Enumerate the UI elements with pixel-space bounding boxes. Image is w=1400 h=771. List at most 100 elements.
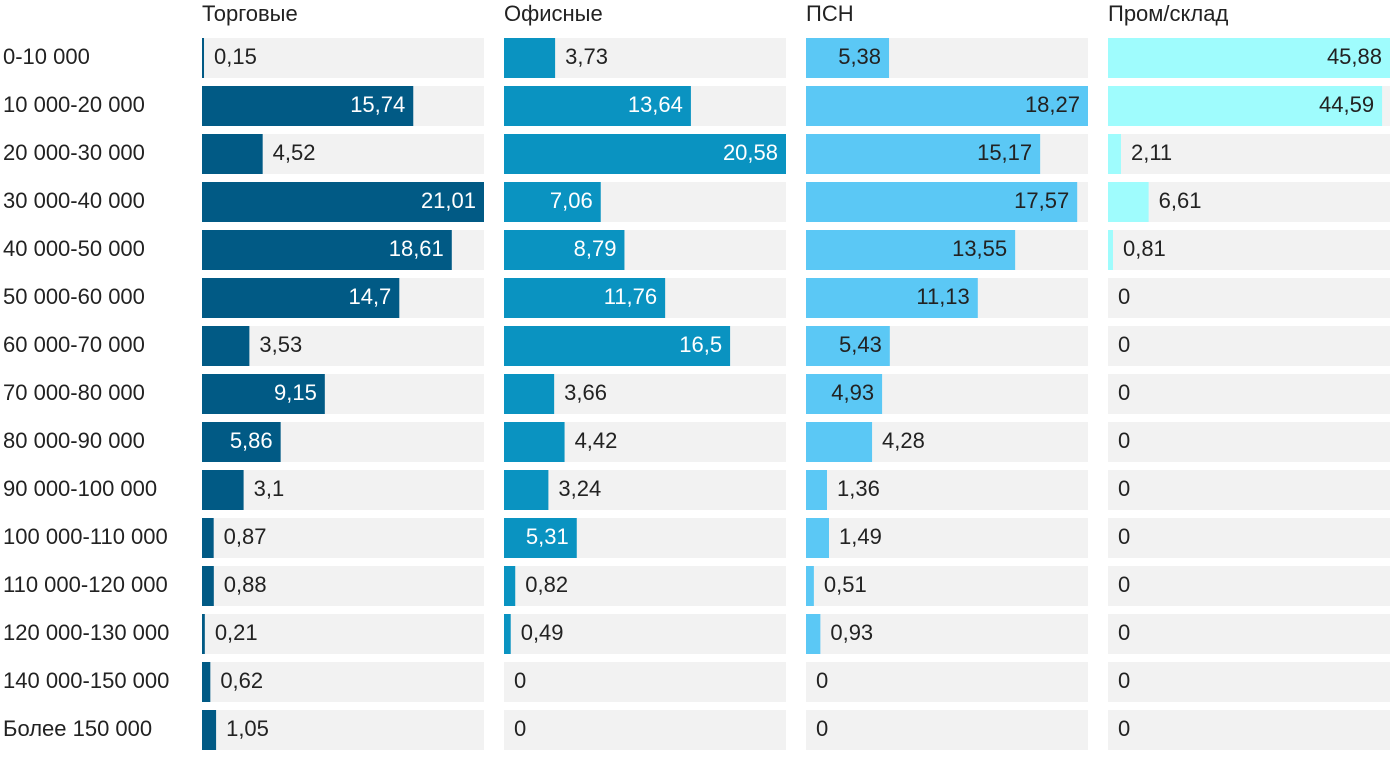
value-label: 0 [1118,716,1130,741]
bar [202,662,211,702]
bar [1108,134,1121,174]
value-label: 0,81 [1123,236,1166,261]
bar [202,422,281,462]
bar [504,470,549,510]
track [806,566,1088,606]
track [1108,614,1390,654]
track [202,470,484,510]
category-label: 0-10 000 [3,44,90,69]
bar [504,230,625,270]
track [504,566,786,606]
track [202,38,484,78]
value-label: 0 [514,716,526,741]
category-label: 120 000-130 000 [3,620,169,645]
value-label: 0 [514,668,526,693]
category-label: 110 000-120 000 [3,572,168,597]
value-label: 3,24 [558,476,601,501]
track [1108,662,1390,702]
value-label: 11,76 [604,284,657,309]
panel-title: ПСН [806,1,854,26]
value-label: 13,64 [628,92,683,117]
value-label: 2,11 [1131,140,1172,165]
value-label: 0,93 [830,620,873,645]
value-label: 0,49 [521,620,564,645]
bar [504,278,666,318]
bar [806,134,1041,174]
value-label: 3,73 [565,44,608,69]
value-label: 0 [1118,524,1130,549]
value-label: 45,88 [1327,44,1382,69]
value-label: 3,53 [259,332,302,357]
value-label: 0 [1118,476,1130,501]
bar [1108,182,1149,222]
value-label: 0 [1118,380,1130,405]
bar [504,566,516,606]
category-label: 60 000-70 000 [3,332,145,357]
bar [806,614,821,654]
value-label: 44,59 [1319,92,1374,117]
bar [202,374,325,414]
value-label: 11,13 [916,284,969,309]
value-label: 18,27 [1025,92,1080,117]
value-label: 0,82 [525,572,568,597]
bar [202,470,244,510]
track [1108,230,1390,270]
track [1108,710,1390,750]
category-label: Более 150 000 [3,716,152,741]
category-label: 70 000-80 000 [3,380,145,405]
value-label: 3,1 [254,476,285,501]
value-label: 4,42 [575,428,618,453]
value-label: 4,93 [831,380,874,405]
value-label: 0 [816,716,828,741]
track [1108,182,1390,222]
panel-title: Пром/склад [1108,1,1228,26]
value-label: 0,21 [215,620,258,645]
track [806,470,1088,510]
track [202,614,484,654]
value-label: 21,01 [421,188,476,213]
bar [202,614,205,654]
track [504,470,786,510]
track [504,710,786,750]
category-label: 30 000-40 000 [3,188,145,213]
bar [1108,86,1383,126]
bar [806,230,1016,270]
value-label: 0 [1118,620,1130,645]
value-label: 15,74 [350,92,405,117]
value-label: 5,38 [838,44,881,69]
bar [806,470,827,510]
value-label: 4,28 [882,428,925,453]
panel-title: Торговые [202,1,298,26]
bar [806,518,829,558]
track [202,518,484,558]
track [504,614,786,654]
value-label: 15,17 [977,140,1032,165]
track [1108,470,1390,510]
category-label: 100 000-110 000 [3,524,168,549]
value-label: 1,36 [837,476,880,501]
track [202,566,484,606]
bar [202,230,452,270]
value-label: 0 [816,668,828,693]
value-label: 13,55 [952,236,1007,261]
bar [1108,38,1390,78]
bar [202,566,214,606]
bar [202,38,205,78]
value-label: 6,61 [1159,188,1202,213]
track [504,662,786,702]
bar [806,422,873,462]
bar [202,278,400,318]
bar [504,134,786,174]
bar [806,374,883,414]
bar [202,518,214,558]
track [1108,374,1390,414]
value-label: 0,15 [214,44,257,69]
value-label: 0 [1118,428,1130,453]
value-label: 0 [1118,668,1130,693]
track [806,518,1088,558]
category-label: 40 000-50 000 [3,236,145,261]
value-label: 8,79 [574,236,617,261]
bar [1108,230,1113,270]
value-label: 18,61 [389,236,444,261]
